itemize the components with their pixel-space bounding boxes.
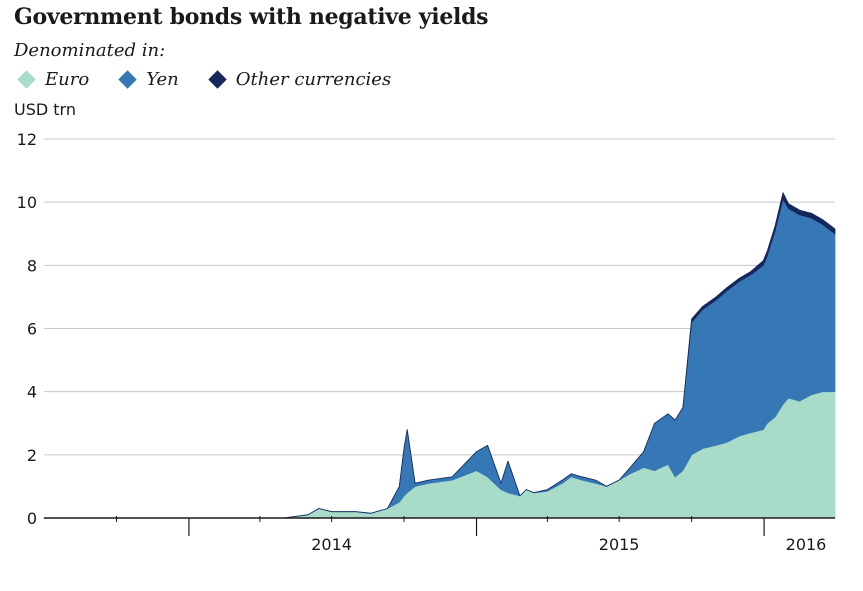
y-tick-label-6: 6 — [27, 320, 37, 339]
legend-item-other: Other currencies — [207, 69, 391, 90]
y-tick-label-0: 0 — [27, 509, 37, 528]
y-tick-label-12: 12 — [17, 130, 37, 149]
y-tick-label-8: 8 — [27, 256, 37, 275]
legend-label-yen: Yen — [146, 68, 179, 90]
legend-item-euro: Euro — [16, 69, 89, 90]
y-tick-label-10: 10 — [17, 193, 37, 212]
legend-label-other: Other currencies — [235, 68, 392, 90]
chart-title: Government bonds with negative yields — [14, 4, 489, 30]
legend-item-yen: Yen — [117, 69, 179, 90]
y-axis-unit-label: USD trn — [14, 100, 76, 119]
legend-label-euro: Euro — [45, 68, 90, 90]
legend: Euro Yen Other currencies — [16, 66, 419, 92]
x-tick-label-2015: 2015 — [599, 535, 640, 554]
legend-subtitle: Denominated in: — [14, 40, 166, 61]
y-tick-label-2: 2 — [27, 446, 37, 465]
area-series-other-currencies — [43, 192, 836, 519]
y-tick-label-4: 4 — [27, 383, 37, 402]
x-tick-label-2014: 2014 — [311, 535, 352, 554]
x-tick-label-2016: 2016 — [786, 535, 827, 554]
